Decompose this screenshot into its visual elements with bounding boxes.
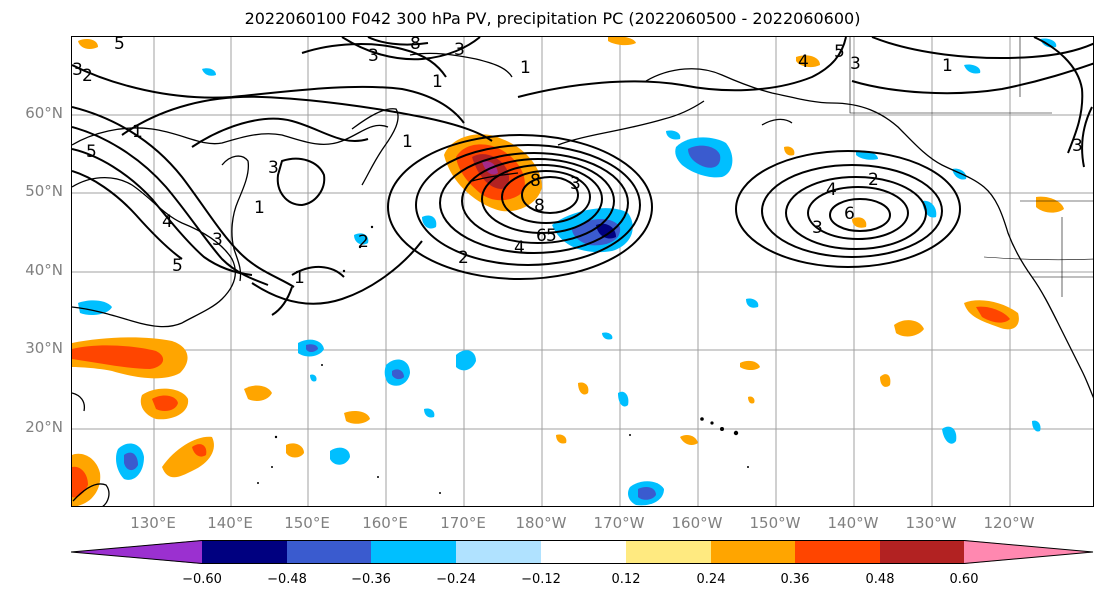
contour-labels: 8 8 6 4 2 5 3 6 4 2 3 3 3 5 4 1 2 1 1 5 … (72, 37, 1083, 288)
contour-label: 2 (868, 170, 879, 190)
longitude-label: 130°W (905, 514, 957, 532)
colorbar-outline (71, 540, 1094, 564)
colorbar-tick-label: −0.36 (351, 572, 391, 587)
borders (849, 37, 1093, 297)
contour-label: 1 (402, 132, 413, 152)
colorbar-segment (371, 540, 456, 564)
colorbar-tick-label: 0.24 (696, 572, 726, 587)
pacific-islands (257, 225, 749, 494)
colorbar-segment (964, 540, 1093, 564)
contour-label: 5 (546, 226, 557, 246)
longitude-label: 150°E (284, 514, 330, 532)
contour-label: 2 (358, 232, 369, 252)
colorbar-segment (711, 540, 795, 564)
contour-label: 1 (132, 122, 143, 142)
colorbar-segment (880, 540, 964, 564)
colorbar-tick-label: −0.60 (182, 572, 222, 587)
contour-label: 8 (534, 196, 545, 216)
contour-label: 3 (454, 40, 465, 60)
contour-label: 4 (162, 212, 173, 232)
map-title: 2022060100 F042 300 hPa PV, precipitatio… (244, 9, 861, 28)
colorbar (71, 540, 1094, 564)
colorbar-segment (71, 540, 202, 564)
map-panel: 8 8 6 4 2 5 3 6 4 2 3 3 3 5 4 1 2 1 1 5 … (71, 36, 1094, 507)
contour-label: 3 (268, 158, 279, 178)
colorbar-tick-label: 0.36 (780, 572, 810, 587)
contour-label: 3 (212, 230, 223, 250)
longitude-label: 130°E (130, 514, 176, 532)
contour-label: 3 (812, 218, 823, 238)
colorbar-tick-label: −0.48 (267, 572, 307, 587)
contour-label: 1 (942, 56, 953, 76)
longitude-label: 170°E (440, 514, 486, 532)
precip-positive-scattered (78, 37, 1064, 458)
contour-label: 6 (844, 204, 855, 224)
colorbar-tick-label: −0.12 (521, 572, 561, 587)
longitude-label: 160°W (671, 514, 723, 532)
longitude-label: 160°E (362, 514, 408, 532)
contour-label: 5 (86, 142, 97, 162)
coastlines (72, 52, 1093, 506)
contour-label: 3 (1072, 136, 1083, 156)
contour-label: 5 (114, 37, 125, 54)
colorbar-segment (456, 540, 541, 564)
contour-label: 2 (82, 66, 93, 86)
colorbar-tick-label: 0.12 (611, 572, 641, 587)
latitude-label: 60°N (25, 104, 63, 122)
colorbar-tick-label: 0.48 (865, 572, 895, 587)
colorbar-tick-label: 0.60 (949, 572, 979, 587)
contour-label: 3 (368, 46, 379, 66)
contour-label: 1 (294, 268, 305, 288)
precip-negative-blobs-west (78, 215, 957, 506)
longitude-label: 170°W (593, 514, 645, 532)
contour-label: 3 (570, 174, 581, 194)
colorbar-segment (287, 540, 371, 564)
graticule (72, 37, 1093, 506)
contour-label: 1 (520, 58, 531, 78)
contour-label: 3 (850, 54, 861, 74)
pv-contours (72, 37, 1093, 316)
colorbar-segment (626, 540, 711, 564)
longitude-label: 180°W (515, 514, 567, 532)
longitude-label: 140°W (827, 514, 879, 532)
contour-label: 3 (72, 60, 83, 80)
precip-negative-blob-gulf (675, 137, 733, 178)
map-canvas: 8 8 6 4 2 5 3 6 4 2 3 3 3 5 4 1 2 1 1 5 … (72, 37, 1093, 506)
contour-label: 1 (254, 198, 265, 218)
precip-negative-scattered (202, 38, 1057, 432)
colorbar-segment (202, 540, 287, 564)
colorbar-segment (541, 540, 626, 564)
contour-label: 5 (172, 256, 183, 276)
colorbar-tick-label: −0.24 (436, 572, 476, 587)
longitude-label: 150°W (749, 514, 801, 532)
colorbar-segment (795, 540, 880, 564)
latitude-label: 20°N (25, 418, 63, 436)
contour-label: 4 (514, 238, 525, 258)
contour-label: 4 (798, 52, 809, 72)
contour-label: 1 (432, 72, 443, 92)
contour-label: 4 (826, 180, 837, 200)
contour-label: 5 (834, 42, 845, 62)
latitude-label: 50°N (25, 182, 63, 200)
contour-label: 2 (458, 248, 469, 268)
contour-label: 8 (530, 171, 541, 191)
longitude-label: 140°E (207, 514, 253, 532)
latitude-label: 30°N (25, 339, 63, 357)
contour-label: 6 (536, 226, 547, 246)
contour-label: 8 (410, 37, 421, 54)
longitude-label: 120°W (983, 514, 1035, 532)
precip-positive-band-west (72, 337, 214, 506)
latitude-label: 40°N (25, 261, 63, 279)
